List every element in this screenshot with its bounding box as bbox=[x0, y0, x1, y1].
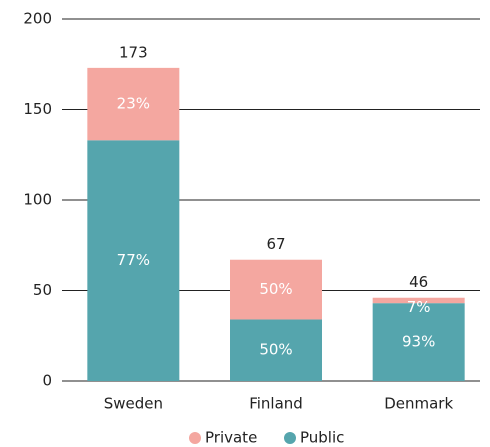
legend-label: Private bbox=[205, 429, 257, 447]
bar-segment bbox=[372, 297, 465, 304]
segment-label: 93% bbox=[402, 333, 435, 351]
y-tick-label: 100 bbox=[23, 191, 52, 209]
total-label: 67 bbox=[266, 235, 285, 253]
y-tick-label: 50 bbox=[33, 281, 52, 299]
bar-segment bbox=[372, 303, 465, 381]
bar-segment bbox=[230, 319, 322, 381]
legend-swatch bbox=[284, 432, 296, 444]
y-tick-label: 200 bbox=[23, 10, 52, 28]
bar-segment bbox=[87, 67, 180, 141]
total-label: 173 bbox=[119, 43, 148, 61]
y-tick-label: 0 bbox=[42, 372, 52, 390]
y-tick-label: 150 bbox=[23, 100, 52, 118]
legend-label: Public bbox=[300, 429, 344, 447]
segment-label: 23% bbox=[117, 95, 150, 113]
legend-swatch bbox=[189, 432, 201, 444]
x-tick-label: Denmark bbox=[384, 395, 453, 413]
segment-label: 50% bbox=[259, 341, 292, 359]
bar-segment bbox=[230, 259, 322, 320]
bar-segment bbox=[87, 140, 180, 381]
x-tick-label: Finland bbox=[249, 395, 303, 413]
x-tick-label: Sweden bbox=[104, 395, 163, 413]
segment-label: 50% bbox=[259, 280, 292, 298]
segment-label: 77% bbox=[117, 251, 150, 269]
segment-label: 7% bbox=[407, 298, 431, 316]
total-label: 46 bbox=[409, 273, 428, 291]
